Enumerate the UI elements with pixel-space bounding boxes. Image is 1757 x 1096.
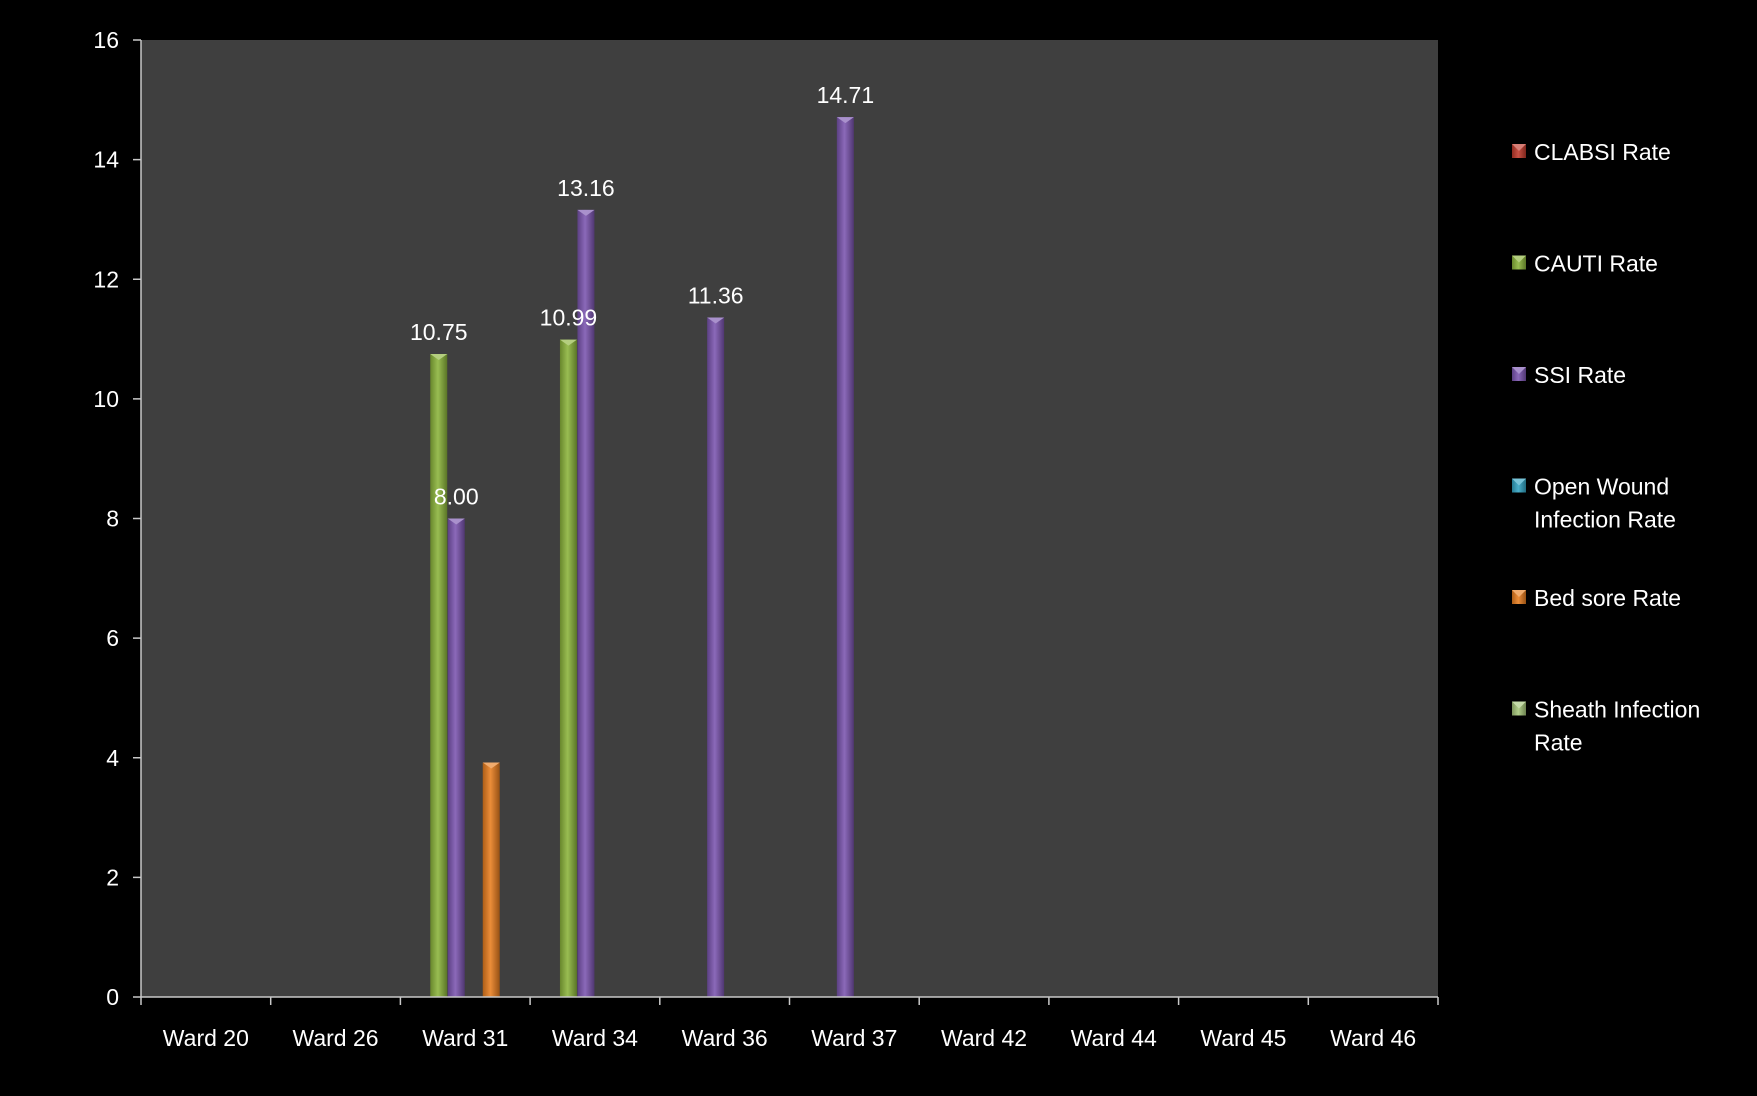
- y-tick-label: 8: [106, 506, 119, 532]
- legend-swatch-cap: [1512, 590, 1526, 597]
- bar-cap: [447, 518, 465, 525]
- bar-cap: [836, 117, 854, 124]
- legend-label: CLABSI Rate: [1534, 139, 1671, 165]
- data-label: 13.16: [557, 175, 615, 201]
- x-tick-label: Ward 44: [1071, 1025, 1157, 1051]
- legend-item: CLABSI Rate: [1512, 139, 1671, 165]
- x-tick-label: Ward 45: [1200, 1025, 1286, 1051]
- y-tick-label: 16: [93, 27, 119, 53]
- data-label: 14.71: [817, 82, 875, 108]
- bar-cap: [559, 339, 577, 346]
- y-tick-label: 14: [93, 147, 119, 173]
- bar: [577, 209, 595, 997]
- bar-cap: [482, 762, 500, 769]
- legend-swatch-cap: [1512, 255, 1526, 263]
- y-tick-label: 6: [106, 625, 119, 651]
- x-tick-label: Ward 20: [163, 1025, 249, 1051]
- x-tick-label: Ward 26: [293, 1025, 379, 1051]
- bar-cap: [707, 317, 725, 324]
- data-label: 10.99: [540, 305, 598, 331]
- legend-label: Open Wound: [1534, 474, 1669, 500]
- x-tick-label: Ward 36: [682, 1025, 768, 1051]
- legend-item: Open Wound Infection Rate: [1512, 474, 1676, 533]
- bar: [482, 762, 500, 997]
- plot-area: [141, 40, 1438, 997]
- legend-swatch-cap: [1512, 478, 1526, 486]
- legend-item: Sheath Infection Rate: [1512, 697, 1700, 756]
- x-tick-label: Ward 37: [811, 1025, 897, 1051]
- data-label: 11.36: [688, 283, 744, 309]
- bar: [559, 339, 577, 997]
- y-tick-label: 10: [93, 386, 119, 412]
- data-label: 10.75: [410, 319, 468, 345]
- y-tick-label: 2: [106, 864, 119, 890]
- data-labels-layer: 10.75 8.00 10.99 13.16 11.36 14.71: [410, 82, 874, 509]
- legend-label: SSI Rate: [1534, 362, 1626, 388]
- y-tick-label: 4: [106, 745, 119, 771]
- legend-swatch-cap: [1512, 701, 1526, 709]
- legend-label: CAUTI Rate: [1534, 251, 1658, 277]
- x-tick-label: Ward 42: [941, 1025, 1027, 1051]
- y-tick-label: 0: [106, 984, 119, 1010]
- legend: CLABSI Rate CAUTI Rate SSI Rate Open Wound I…: [1512, 139, 1700, 756]
- bar: [707, 317, 725, 997]
- legend-item: Bed sore Rate: [1512, 585, 1681, 611]
- legend-swatch-cap: [1512, 367, 1526, 374]
- y-tick-label: 12: [93, 266, 119, 292]
- data-label: 8.00: [434, 484, 479, 510]
- bars-layer: [430, 117, 854, 997]
- bar: [430, 354, 448, 997]
- axes-layer: 0 2 4 6 8 10 12 14 16 Ward 20 Ward 26 Ward 31 Ward 3…: [93, 27, 1439, 1051]
- legend-swatch-cap: [1512, 144, 1526, 151]
- bar-cap: [430, 354, 448, 361]
- x-tick-label: Ward 34: [552, 1025, 638, 1051]
- legend-item: SSI Rate: [1512, 362, 1626, 388]
- bar-cap: [577, 209, 595, 216]
- legend-label: Bed sore Rate: [1534, 585, 1681, 611]
- legend-label: Rate: [1534, 730, 1583, 756]
- x-tick-label: Ward 31: [422, 1025, 508, 1051]
- legend-label: Infection Rate: [1534, 507, 1676, 533]
- bar: [447, 518, 465, 997]
- legend-label: Sheath Infection: [1534, 697, 1700, 723]
- x-tick-label: Ward 46: [1330, 1025, 1416, 1051]
- bar: [836, 117, 854, 997]
- legend-item: CAUTI Rate: [1512, 251, 1658, 277]
